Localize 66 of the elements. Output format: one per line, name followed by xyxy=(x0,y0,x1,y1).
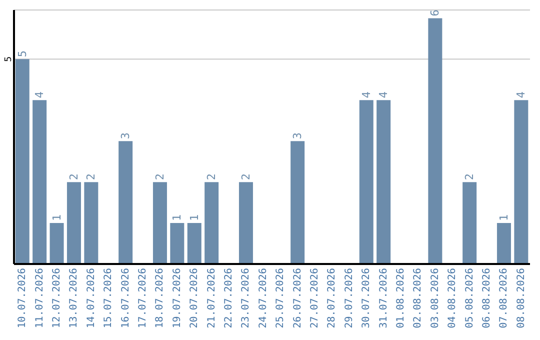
data-label: 1 xyxy=(188,214,201,222)
bar xyxy=(84,182,98,264)
x-tick-label: 17.07.2026 xyxy=(138,268,148,328)
bar xyxy=(290,141,305,264)
x-tick-label: 02.08.2026 xyxy=(412,268,424,328)
data-label: 1 xyxy=(170,214,184,222)
x-tick-label: 20.07.2026 xyxy=(189,268,200,328)
x-tick-label: 07.08.2026 xyxy=(498,268,510,328)
x-tick-label: 12.07.2026 xyxy=(52,268,62,328)
data-label: 2 xyxy=(205,173,218,180)
data-label: 2 xyxy=(239,173,252,180)
x-tick-label: 27.07.2026 xyxy=(310,268,320,328)
data-label: 4 xyxy=(514,91,528,98)
x-tick-label: 10.07.2026 xyxy=(17,268,28,328)
data-label: 2 xyxy=(67,173,80,180)
x-tick-label: 05.08.2026 xyxy=(464,268,476,328)
x-tick-label: 19.07.2026 xyxy=(172,268,183,328)
x-tick-label: 30.07.2026 xyxy=(361,268,372,328)
x-tick-label: 14.07.2026 xyxy=(86,268,97,328)
x-tick-label: 11.07.2026 xyxy=(34,268,46,328)
x-tick-label: 28.07.2026 xyxy=(326,268,338,328)
data-label: 4 xyxy=(377,91,390,98)
x-tick-label: 04.08.2026 xyxy=(447,268,458,328)
data-label: 1 xyxy=(50,214,64,222)
x-tick-label: 01.08.2026 xyxy=(396,268,406,328)
data-label: 6 xyxy=(428,10,442,16)
x-tick-label: 03.08.2026 xyxy=(430,268,441,328)
bar xyxy=(187,223,202,264)
x-tick-label: 06.08.2026 xyxy=(482,268,492,328)
bar xyxy=(462,182,477,264)
x-tick-label: 15.07.2026 xyxy=(103,268,114,328)
bar xyxy=(376,100,391,264)
data-label: 4 xyxy=(33,91,46,98)
bar xyxy=(514,100,528,264)
bar xyxy=(118,141,133,264)
data-label: 2 xyxy=(463,173,476,180)
x-tick-label: 26.07.2026 xyxy=(292,268,304,328)
bar xyxy=(66,182,81,264)
data-label: 3 xyxy=(119,132,132,140)
bar xyxy=(238,182,253,264)
bar xyxy=(15,59,30,264)
data-label: 5 xyxy=(4,56,14,62)
data-label: 3 xyxy=(291,132,304,140)
bar xyxy=(496,223,511,264)
bar xyxy=(428,18,442,264)
data-label: 2 xyxy=(153,173,166,180)
x-tick-label: 31.07.2026 xyxy=(378,268,390,328)
data-label: 2 xyxy=(84,173,98,180)
x-tick-label: 29.07.2026 xyxy=(344,268,355,328)
x-tick-label: 24.07.2026 xyxy=(258,268,269,328)
x-tick-label: 23.07.2026 xyxy=(240,268,252,328)
bar xyxy=(50,223,64,264)
bar xyxy=(32,100,47,264)
x-tick-label: 21.07.2026 xyxy=(206,268,218,328)
data-label: 1 xyxy=(497,214,510,222)
bar xyxy=(359,100,374,264)
x-tick-label: 25.07.2026 xyxy=(275,268,286,328)
x-tick-label: 08.08.2026 xyxy=(516,268,527,328)
x-tick-label: 22.07.2026 xyxy=(224,268,234,328)
data-label: 4 xyxy=(360,91,373,98)
x-tick-label: 16.07.2026 xyxy=(120,268,132,328)
bar xyxy=(152,182,167,264)
bar xyxy=(170,223,184,264)
bar xyxy=(204,182,219,264)
x-tick-label: 13.07.2026 xyxy=(68,268,80,328)
x-tick-label: 18.07.2026 xyxy=(154,268,166,328)
